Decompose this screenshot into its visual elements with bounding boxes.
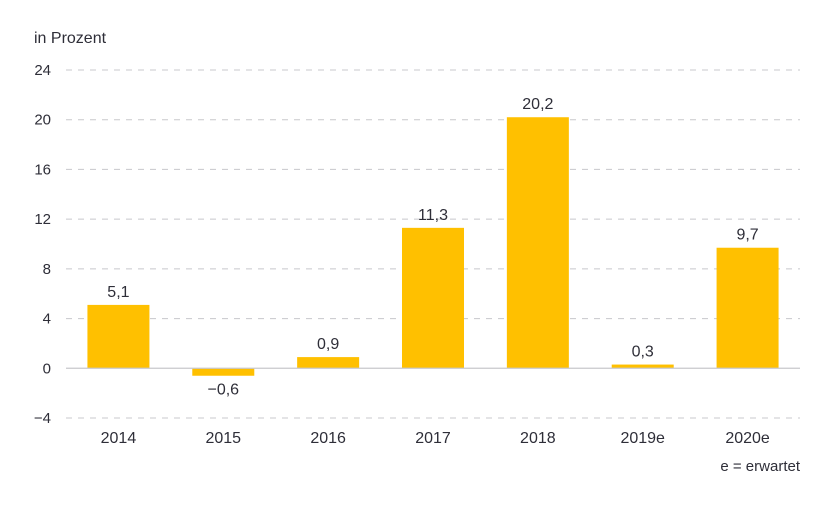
y-tick-label: 4 — [43, 311, 51, 328]
y-tick-label: 16 — [34, 161, 51, 178]
y-tick-label: −4 — [34, 410, 51, 427]
x-tick-label: 2016 — [310, 430, 346, 447]
bar-value-label: −0,6 — [207, 382, 239, 399]
y-tick-label: 0 — [43, 360, 51, 377]
x-tick-label: 2015 — [205, 430, 241, 447]
x-tick-label: 2019e — [620, 430, 665, 447]
y-tick-label: 24 — [34, 62, 51, 79]
x-tick-label: 2018 — [520, 430, 556, 447]
bar — [402, 227, 464, 369]
bar — [716, 247, 779, 369]
bar-value-label: 0,3 — [632, 344, 654, 361]
bar-value-label: 11,3 — [418, 207, 448, 224]
bar-value-label: 9,7 — [736, 227, 758, 244]
y-tick-label: 12 — [34, 211, 51, 228]
x-tick-label: 2014 — [101, 430, 137, 447]
y-axis-title: in Prozent — [34, 30, 107, 47]
bar-value-label: 5,1 — [107, 284, 129, 301]
y-tick-label: 8 — [43, 261, 51, 278]
x-tick-label: 2020e — [725, 430, 770, 447]
bar — [87, 304, 150, 369]
bar — [297, 357, 360, 369]
bar — [192, 368, 255, 376]
footnote: e = erwartet — [720, 458, 800, 475]
bar — [611, 364, 674, 369]
bar-value-label: 0,9 — [317, 336, 339, 353]
bar-value-label: 20,2 — [522, 96, 553, 113]
x-tick-label: 2017 — [415, 430, 451, 447]
y-tick-label: 20 — [34, 112, 51, 129]
bar — [506, 117, 569, 369]
